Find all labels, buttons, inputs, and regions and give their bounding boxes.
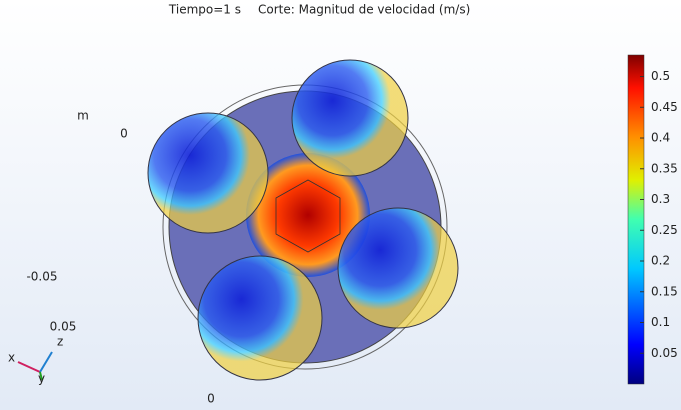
colorbar-tick-label: 0.1	[651, 315, 670, 329]
cylinder	[197, 255, 323, 381]
colorbar-tick-label: 0.05	[651, 346, 678, 360]
axis-label: 0	[207, 392, 215, 406]
triad-y	[39, 371, 43, 381]
colorbar-tick-label: 0.15	[651, 284, 678, 298]
axis-triad: x z y	[8, 335, 63, 386]
colorbar-tick-label: 0.4	[651, 131, 670, 145]
time-label: Tiempo=1 s	[168, 3, 241, 17]
colorbar	[627, 54, 645, 385]
triad-x	[17, 361, 41, 373]
colorbar-tick-label: 0.45	[651, 100, 678, 114]
cylinder	[337, 207, 459, 329]
triad-label: y	[38, 372, 45, 386]
geometry	[147, 59, 459, 381]
axis-label: -0.05	[26, 270, 57, 284]
center-region	[246, 153, 370, 277]
plot-title: Corte: Magnitud de velocidad (m/s)	[258, 3, 470, 17]
colorbar-tick-label: 0.5	[651, 69, 670, 83]
axis-label: 0	[120, 127, 128, 141]
triad-label: x	[8, 351, 15, 365]
axis-unit: m	[77, 109, 89, 123]
triad-label: z	[57, 335, 63, 349]
cylinder	[291, 59, 409, 177]
colorbar-tick-label: 0.35	[651, 161, 678, 175]
colorbar-tick-label: 0.2	[651, 254, 670, 268]
axis-label: 0.05	[50, 320, 77, 334]
triad-z	[39, 351, 53, 373]
colorbar-tick-label: 0.25	[651, 223, 678, 237]
cylinder	[147, 112, 269, 234]
colorbar-tick-label: 0.3	[651, 192, 670, 206]
mesh-edge	[275, 179, 341, 253]
